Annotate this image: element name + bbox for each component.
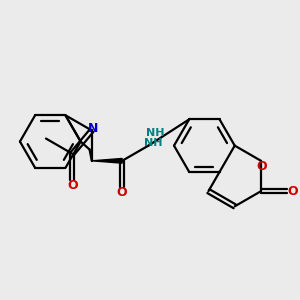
Text: NH: NH [146, 128, 165, 138]
Text: O: O [67, 179, 78, 192]
Text: NH: NH [144, 138, 162, 148]
Polygon shape [92, 158, 122, 163]
Text: O: O [288, 185, 298, 198]
Text: O: O [256, 160, 267, 173]
Text: N: N [88, 122, 99, 135]
Text: O: O [117, 186, 128, 199]
